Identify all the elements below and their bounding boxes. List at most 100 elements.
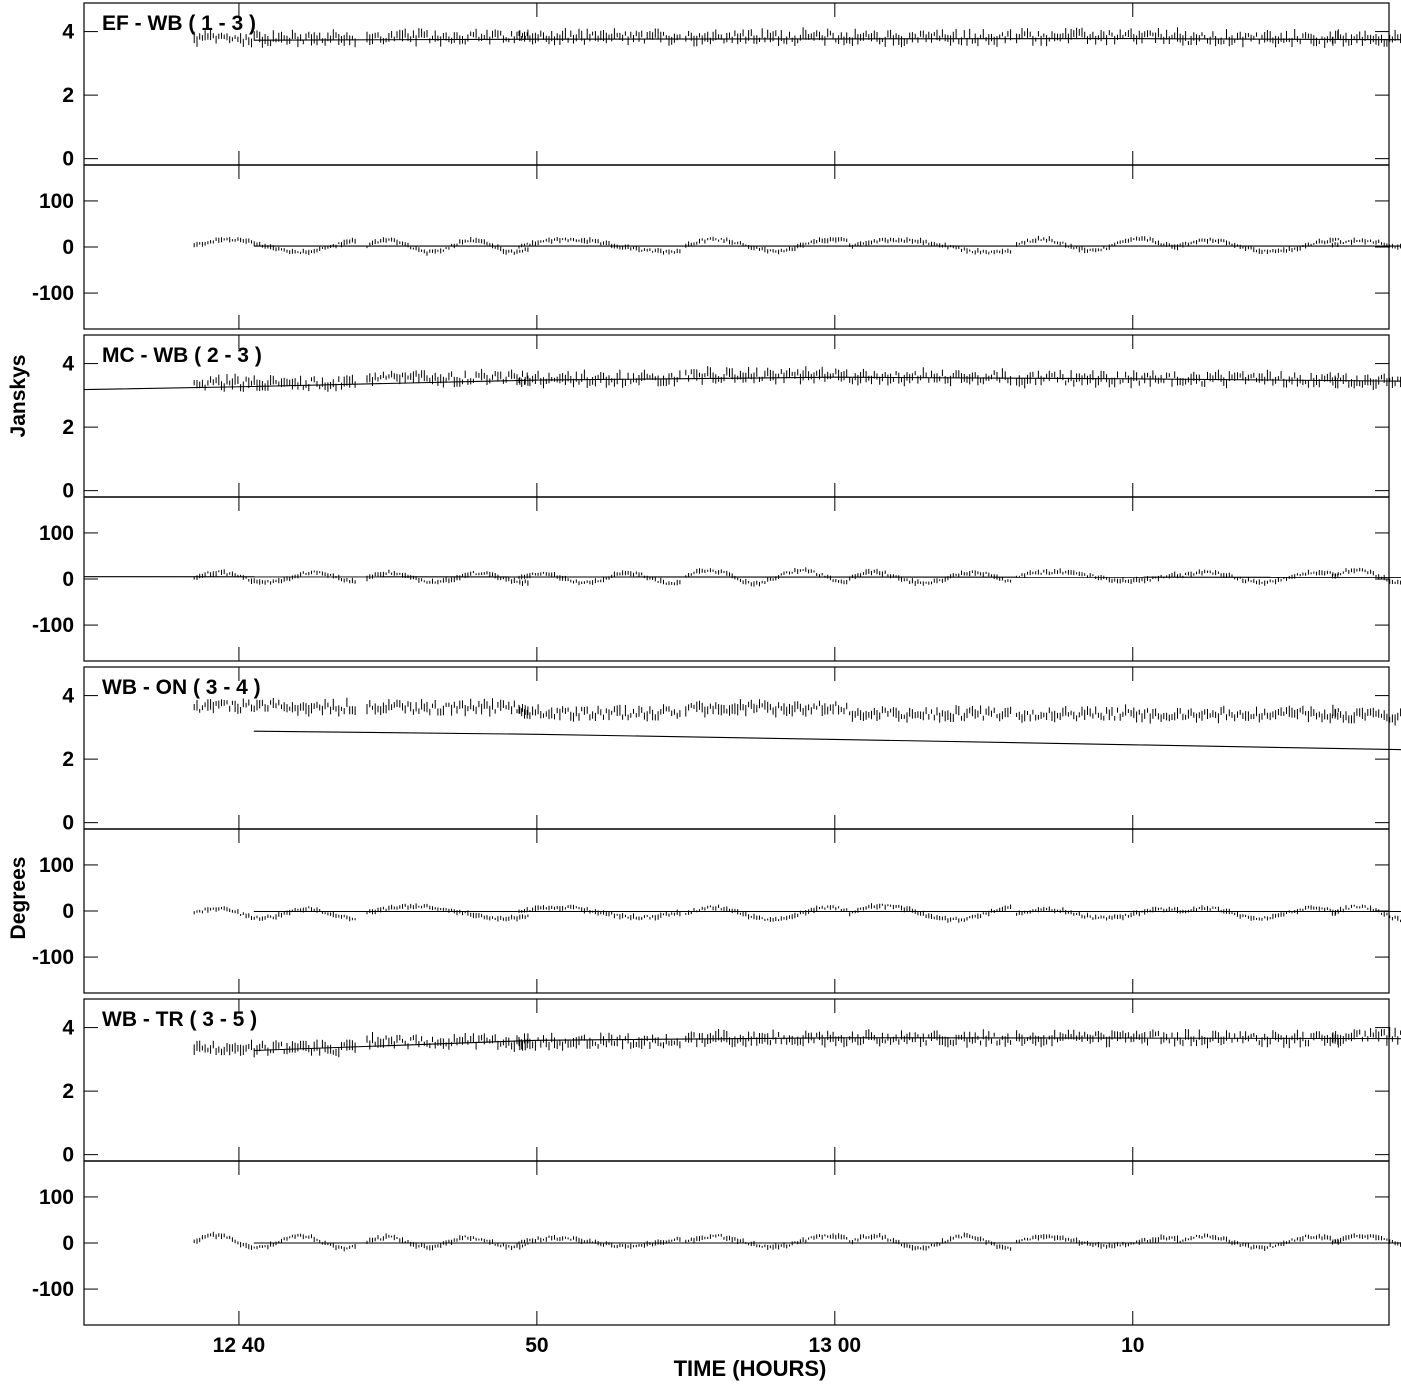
phase-tick-label: 100 [39,854,74,877]
phase-tick-label: -100 [32,614,74,637]
amp-tick-label: 0 [62,148,74,171]
phase-tick-label: 100 [39,522,74,545]
amplitude-scan-points [1016,1029,1178,1048]
baseline-title: MC - WB ( 2 - 3 ) [102,344,262,367]
baseline-title: EF - WB ( 1 - 3 ) [102,12,256,35]
baseline-panel: 0 2 4 100 0 -100 WB - TR ( 3 - 5 ) [32,998,1401,1326]
phase-scan-points [366,903,529,922]
amplitude-scan-points [193,697,356,717]
phase-scan-points [849,903,1012,923]
amplitude-scan-points [685,1029,848,1048]
phase-scan-points [1331,237,1401,250]
amp-tick-label: 2 [62,84,74,107]
amplitude-scan-points [366,368,529,388]
x-tick-label: 50 [525,1334,548,1357]
amplitude-scan-points [1016,27,1178,47]
amp-tick-label: 4 [62,353,74,376]
amplitude-scan-points [849,705,1012,723]
panel-frame [83,998,1390,1326]
panel-frame [83,334,1390,662]
phase-scan-points [193,906,356,922]
amplitude-scan-points [1016,704,1178,724]
phase-tick-label: 100 [39,1186,74,1209]
phase-scan-points [1016,568,1178,584]
amplitude-scan-points [518,704,681,722]
phase-scan-points [518,1235,681,1250]
phase-scan-points [518,570,681,586]
amplitude-scan-points [1177,29,1339,48]
phase-scan-points [1016,235,1178,254]
amp-tick-label: 2 [62,1080,74,1103]
phase-scan-points [366,1233,529,1251]
amplitude-scan-points [1331,707,1401,726]
y-axis-label-degrees: Degrees [7,857,30,940]
amplitude-scan-points [849,1029,1012,1048]
phase-scan-points [1177,905,1339,921]
model-amplitude-line [253,730,1401,751]
phase-scan-points [1177,1233,1339,1251]
amp-tick-label: 0 [62,1144,74,1167]
amp-tick-label: 2 [62,416,74,439]
amplitude-scan-points [518,1032,681,1051]
phase-scan-points [193,1231,356,1252]
phase-scan-points [1331,1233,1401,1247]
amplitude-scan-points [685,699,848,718]
amplitude-scan-points [1331,1026,1401,1046]
panel-frame [83,2,1390,330]
phase-scan-points [366,237,529,256]
amp-tick-label: 2 [62,748,74,771]
phase-scan-points [366,569,529,586]
phase-tick-label: 0 [62,568,74,591]
phase-tick-label: 0 [62,236,74,259]
amp-tick-label: 0 [62,812,74,835]
amplitude-scan-points [1331,29,1401,47]
amp-tick-label: 4 [62,21,74,44]
phase-scan-points [1177,237,1339,255]
baseline-panel: 0 2 4 100 0 -100 EF - WB ( 1 - 3 ) [32,2,1401,330]
phase-scan-points [1331,567,1401,585]
phase-tick-label: 100 [39,190,74,213]
phase-tick-label: 0 [62,900,74,923]
amplitude-scan-points [193,1039,356,1058]
x-tick-label: 12 40 [213,1334,266,1357]
phase-scan-points [193,237,356,255]
amp-tick-label: 4 [62,1017,74,1040]
amplitude-scan-points [1177,704,1339,724]
x-tick-label: 13 00 [809,1334,862,1357]
phase-scan-points [1016,1234,1178,1249]
model-amplitude-line [253,38,1401,41]
phase-scan-points [849,568,1012,586]
phase-scan-points [1331,904,1401,923]
amplitude-scan-points [849,367,1012,387]
amplitude-scan-points [1331,373,1401,390]
phase-tick-label: -100 [32,946,74,969]
phase-tick-label: -100 [32,282,74,305]
amplitude-scan-points [366,28,529,47]
amplitude-scan-points [849,28,1012,48]
phase-tick-label: 0 [62,1232,74,1255]
model-phase-line [83,576,1401,578]
amp-tick-label: 0 [62,480,74,503]
phase-tick-label: -100 [32,1278,74,1301]
amplitude-scan-points [685,27,848,47]
panel-frame [83,666,1390,994]
amplitude-scan-points [366,1032,529,1052]
x-tick-label: 10 [1121,1334,1144,1357]
amplitude-scan-points [518,369,681,389]
amplitude-scan-points [1177,369,1339,389]
phase-scan-points [685,236,848,255]
panels: 0 2 4 100 0 -100 EF - WB ( 1 - 3 ) 0 2 4 100 0 -100 M… [32,2,1401,1326]
amplitude-scan-points [685,366,848,385]
phase-scan-points [685,567,848,587]
amplitude-scan-points [366,698,529,717]
phase-scan-points [193,569,356,585]
phase-scan-points [1016,906,1178,921]
baseline-title: WB - ON ( 3 - 4 ) [102,676,261,699]
phase-scan-points [518,904,681,921]
phase-scan-points [685,904,848,922]
baseline-panel: 0 2 4 100 0 -100 MC - WB ( 2 - 3 ) [32,334,1401,662]
baseline-panel: 0 2 4 100 0 -100 WB - ON ( 3 - 4 ) [32,666,1401,994]
amp-tick-label: 4 [62,685,74,708]
